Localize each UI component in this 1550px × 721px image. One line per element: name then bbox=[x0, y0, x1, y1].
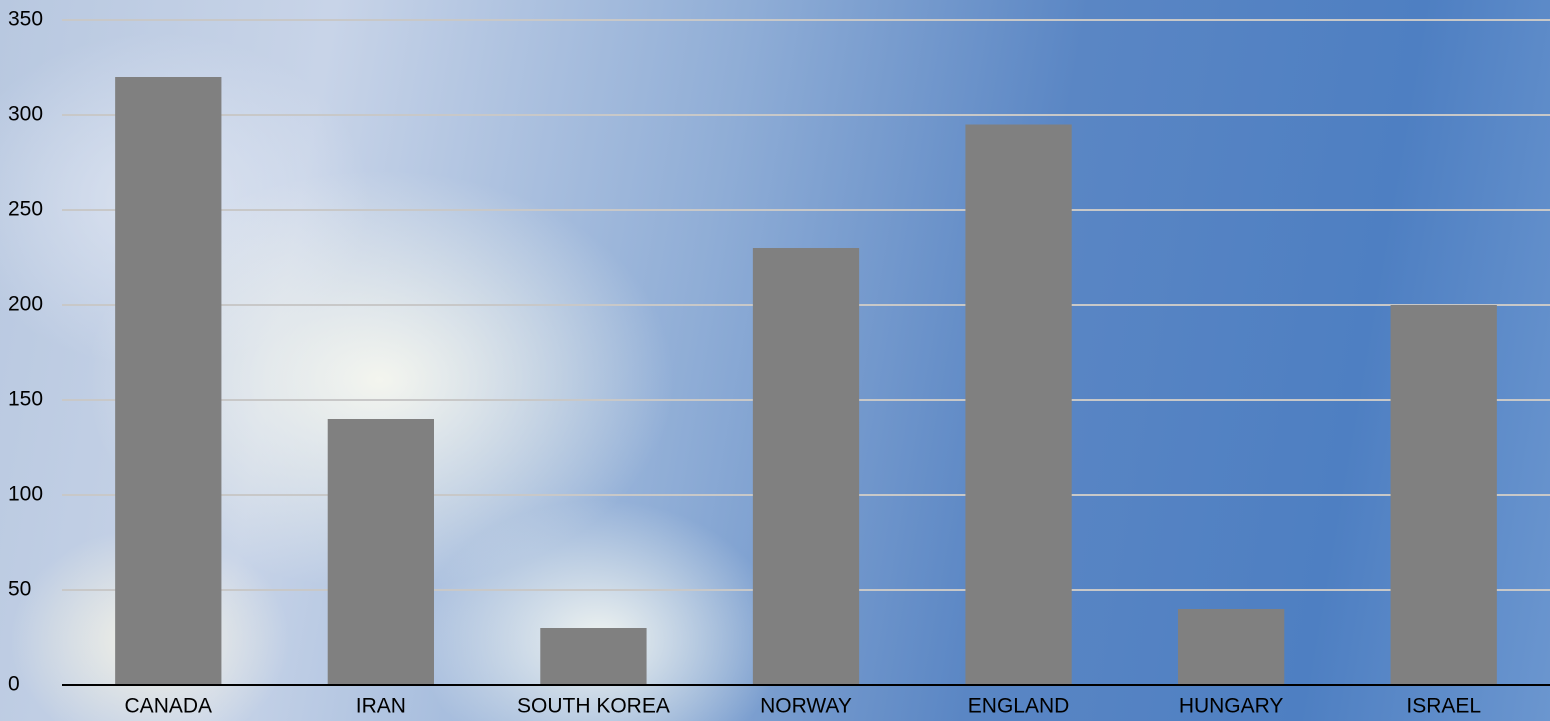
y-tick-label: 200 bbox=[8, 293, 43, 316]
bar bbox=[1390, 305, 1497, 685]
bar bbox=[540, 628, 647, 685]
x-tick-label: CANADA bbox=[125, 695, 213, 718]
x-tick-label: ENGLAND bbox=[968, 695, 1070, 718]
x-tick-label: ISRAEL bbox=[1406, 695, 1481, 718]
x-tick-label: SOUTH KOREA bbox=[517, 695, 670, 718]
bar bbox=[1178, 609, 1285, 685]
x-tick-label: IRAN bbox=[356, 695, 406, 718]
y-tick-label: 0 bbox=[8, 673, 20, 696]
bar bbox=[965, 124, 1072, 685]
bar bbox=[115, 77, 222, 685]
y-tick-label: 50 bbox=[8, 578, 31, 601]
y-tick-label: 350 bbox=[8, 8, 43, 31]
y-tick-label: 250 bbox=[8, 198, 43, 221]
x-tick-label: HUNGARY bbox=[1179, 695, 1284, 718]
y-tick-label: 150 bbox=[8, 388, 43, 411]
bar bbox=[752, 248, 860, 685]
x-tick-label: NORWAY bbox=[760, 695, 852, 718]
bar bbox=[327, 419, 434, 685]
y-tick-label: 300 bbox=[8, 103, 43, 126]
y-tick-label: 100 bbox=[8, 483, 43, 506]
